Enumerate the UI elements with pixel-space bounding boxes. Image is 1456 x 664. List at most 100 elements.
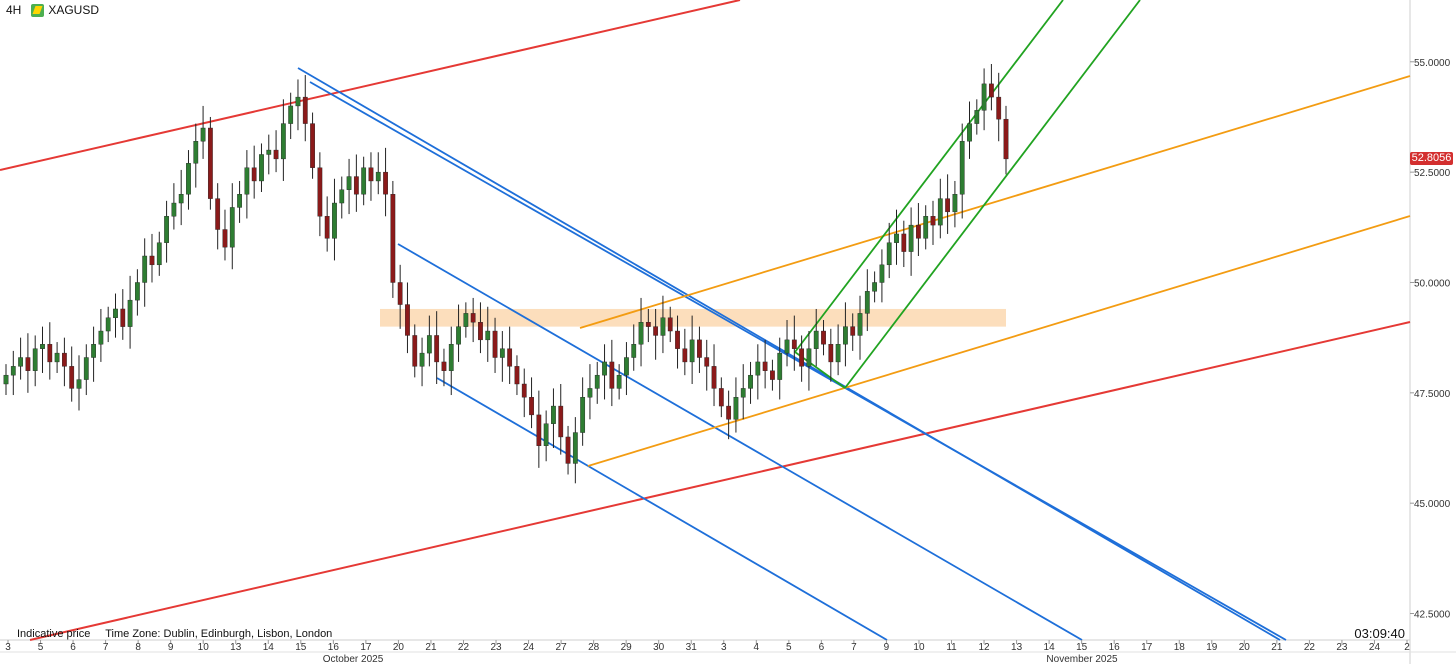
candle-body [777, 352, 783, 380]
candle-body [660, 317, 666, 336]
candle [828, 328, 834, 382]
candle-body [908, 224, 914, 252]
timezone-label[interactable]: Time Zone: Dublin, Edinburgh, Lisbon, Lo… [105, 628, 333, 640]
candle-body [164, 216, 169, 243]
candle [989, 64, 994, 111]
candle-body [83, 357, 89, 380]
candle-body [864, 291, 870, 314]
candle [273, 130, 279, 173]
orange-channel-lower[interactable] [587, 215, 1411, 467]
candle [675, 315, 680, 369]
candle [653, 308, 659, 360]
candle-body [967, 123, 972, 142]
candle [156, 231, 162, 276]
blue-channel-lower[interactable] [436, 377, 888, 641]
candle [434, 311, 440, 384]
candle-body [697, 339, 702, 358]
candle-body [383, 171, 388, 195]
timeframe-label[interactable]: 4H [6, 3, 22, 18]
candle-body [872, 282, 878, 292]
candle [3, 364, 9, 396]
candle-body [770, 370, 775, 380]
red-channel-lower[interactable] [29, 321, 1411, 641]
candle-body [675, 330, 680, 349]
candle [974, 99, 980, 135]
candle-body [930, 216, 936, 226]
candle-body [894, 233, 899, 243]
red-channel-upper[interactable] [0, 0, 741, 171]
candle [295, 79, 301, 131]
time-tick-label: 15 [1076, 642, 1088, 653]
candle [463, 302, 469, 338]
time-tick-label: 17 [1141, 642, 1153, 653]
candle [843, 302, 848, 367]
candle [952, 180, 958, 228]
candle-body [405, 304, 410, 336]
candle [405, 282, 410, 354]
blue-channel-line-a[interactable] [297, 67, 1281, 641]
candle-body [733, 397, 739, 420]
candle-body [791, 339, 797, 349]
green-channel-lower[interactable] [844, 0, 1141, 389]
candle [222, 209, 228, 261]
trendline-layer[interactable] [0, 0, 1411, 641]
symbol-icon [31, 4, 45, 18]
time-tick-label: 5 [786, 642, 792, 653]
candle [565, 425, 571, 475]
candle-body [105, 317, 111, 332]
candle [748, 361, 753, 404]
candle [288, 92, 294, 140]
candle-body [784, 339, 790, 354]
time-tick-label: 13 [1011, 642, 1023, 653]
price-tick-label: 45.0000 [1414, 499, 1451, 510]
candle-body [412, 335, 418, 367]
orange-channel-upper[interactable] [579, 75, 1411, 329]
candle [886, 222, 892, 279]
candle-body [62, 352, 67, 367]
candle-body [419, 352, 425, 367]
candle [791, 315, 797, 371]
candle-body [346, 176, 352, 190]
candle-body [149, 255, 155, 266]
candle-body [266, 149, 272, 155]
resistance-zone[interactable] [380, 308, 1006, 327]
candle [967, 101, 972, 159]
candle-body [799, 348, 805, 367]
candle-body [821, 330, 826, 345]
candle-body [587, 388, 593, 398]
indicative-price-label: Indicative price [17, 628, 91, 640]
candle-body [448, 344, 454, 371]
candle [916, 203, 921, 256]
time-tick-label: 5 [38, 642, 44, 653]
candle-body [718, 388, 724, 407]
candle-body [273, 149, 279, 160]
candle [645, 308, 651, 343]
candle-body [134, 282, 140, 301]
candle-body [69, 366, 75, 389]
candle [368, 152, 374, 201]
candle [120, 289, 126, 340]
candle-body [580, 397, 586, 433]
candle-body [616, 374, 622, 389]
candle [521, 368, 527, 418]
candle-body [806, 348, 812, 367]
time-tick-label: 12 [978, 642, 990, 653]
candle-body [25, 357, 31, 371]
candle [375, 152, 381, 195]
candle-body [390, 194, 396, 283]
time-tick-label: 3 [721, 642, 727, 653]
candle-body [310, 123, 315, 168]
candle [740, 364, 746, 420]
time-tick-label: 31 [686, 642, 698, 653]
time-tick-label: 18 [1174, 642, 1186, 653]
blue-channel-mid[interactable] [397, 243, 1083, 641]
symbol-label[interactable]: XAGUSD [31, 3, 99, 18]
candle [470, 297, 476, 343]
candle [456, 304, 461, 362]
candle [1003, 105, 1009, 175]
candle [317, 152, 323, 237]
candle [485, 306, 491, 362]
blue-channel-line-b[interactable] [309, 81, 1287, 641]
green-channel-upper[interactable] [794, 0, 1064, 353]
